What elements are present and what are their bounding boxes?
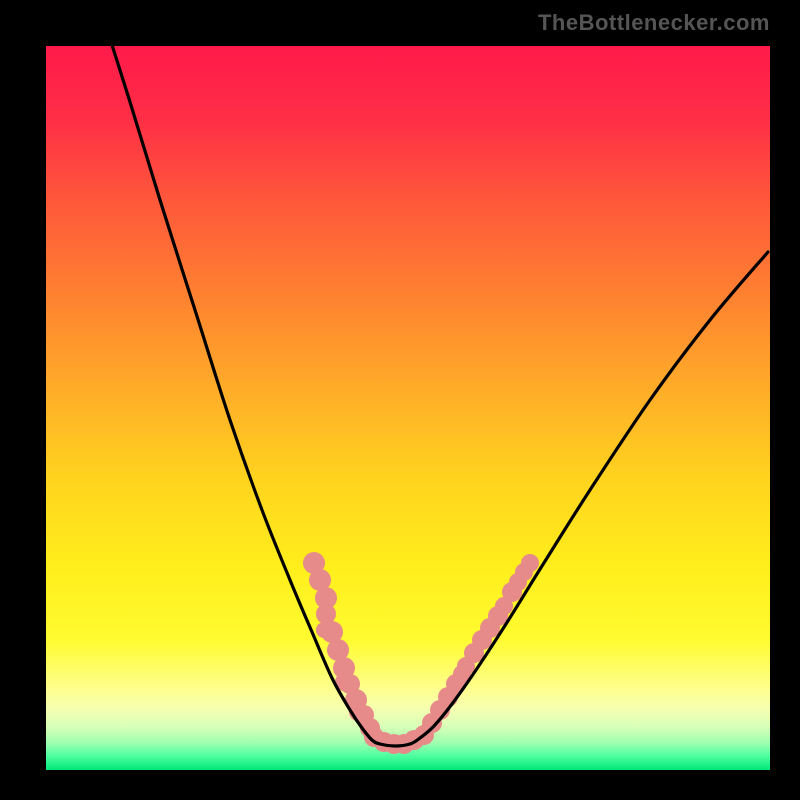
watermark-text: TheBottlenecker.com	[538, 10, 770, 36]
chart-gradient-background	[46, 46, 770, 770]
